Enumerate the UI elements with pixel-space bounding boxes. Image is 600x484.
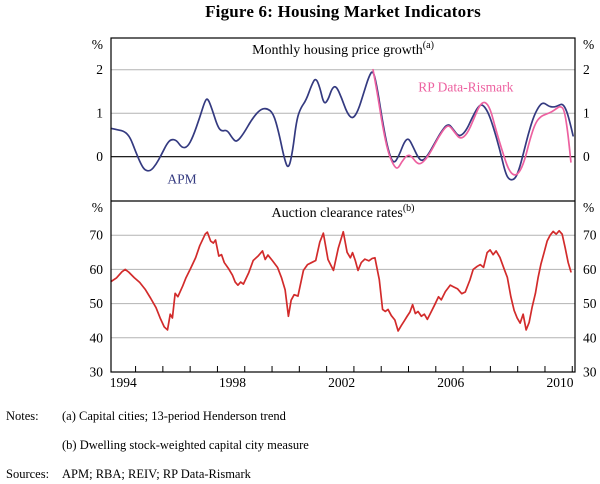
unit-label-left: % bbox=[92, 37, 103, 52]
x-tick-label: 2002 bbox=[328, 375, 355, 390]
figure-title: Figure 6: Housing Market Indicators bbox=[205, 2, 481, 21]
unit-label-right: % bbox=[583, 37, 594, 52]
panel-title: Monthly housing price growth(a) bbox=[252, 40, 434, 58]
x-tick-label: 2010 bbox=[546, 375, 573, 390]
y-tick-label-left: 0 bbox=[96, 149, 103, 164]
y-tick-label-left: 30 bbox=[90, 365, 104, 380]
auction-clearance-rates-line bbox=[110, 229, 572, 332]
unit-label-left: % bbox=[92, 200, 103, 215]
panel-clearance-rates: 30 30 40 40 50 50 60 60 70 70% % Auction clearance … bbox=[90, 200, 597, 380]
series-label-apm: APM bbox=[167, 172, 196, 187]
panel-title: Auction clearance rates(b) bbox=[271, 203, 414, 221]
x-tick-label: 2006 bbox=[437, 375, 464, 390]
y-tick-label-left: 1 bbox=[96, 106, 103, 121]
x-tick-label: 1994 bbox=[110, 375, 137, 390]
note-a: (a) Capital cities; 13-period Henderson … bbox=[62, 409, 286, 423]
note-b: (b) Dwelling stock-weighted capital city… bbox=[62, 438, 309, 452]
notes-label: Notes: bbox=[6, 409, 39, 423]
y-tick-label-left: 50 bbox=[90, 296, 104, 311]
y-tick-label-left: 60 bbox=[90, 262, 104, 277]
x-axis: 1994 1998 2002 2006 2010 bbox=[110, 366, 574, 390]
y-tick-label-right: 40 bbox=[583, 330, 597, 345]
unit-label-right: % bbox=[583, 200, 594, 215]
y-tick-label-right: 30 bbox=[583, 365, 597, 380]
sources-text: APM; RBA; REIV; RP Data-Rismark bbox=[62, 467, 251, 481]
panel-price-growth: 0 0 1 1 2 2% % Monthly housing price growth(a) A… bbox=[92, 37, 595, 187]
y-tick-label-right: 50 bbox=[583, 296, 597, 311]
y-tick-label-right: 0 bbox=[583, 149, 590, 164]
y-tick-label-left: 40 bbox=[90, 330, 104, 345]
rp-data-rismark-line bbox=[372, 68, 572, 176]
x-tick-label: 1998 bbox=[219, 375, 246, 390]
y-tick-label-right: 60 bbox=[583, 262, 597, 277]
sources-label: Sources: bbox=[6, 467, 50, 481]
y-tick-label-right: 1 bbox=[583, 106, 590, 121]
plot-box bbox=[110, 37, 576, 373]
series-label-rp-data-rismark: RP Data-Rismark bbox=[418, 79, 513, 94]
y-tick-label-right: 70 bbox=[583, 228, 597, 243]
y-tick-label-left: 70 bbox=[90, 228, 104, 243]
apm-line bbox=[110, 71, 574, 181]
y-tick-label-right: 2 bbox=[583, 62, 590, 77]
y-tick-label-left: 2 bbox=[96, 62, 103, 77]
